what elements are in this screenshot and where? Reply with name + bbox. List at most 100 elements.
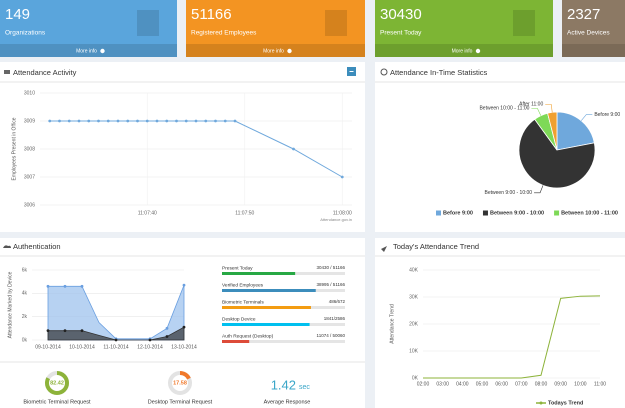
- data-point: [214, 119, 217, 123]
- slice-label: Between 9:00 - 10:00: [485, 190, 533, 196]
- data-point: [182, 283, 186, 287]
- progress-label: 486/672: [329, 299, 346, 304]
- legend-label: Between 10:00 - 11:00: [561, 210, 618, 216]
- cloud-icon: [3, 245, 11, 248]
- stat-footer: [0, 44, 177, 57]
- leader-line: [534, 185, 544, 194]
- data-point: [155, 119, 159, 123]
- area: [47, 285, 185, 341]
- progress-label: 1841/2586: [324, 316, 346, 321]
- data-point: [46, 329, 50, 333]
- data-point: [292, 147, 295, 151]
- progress-name: Auth Request (Desktop): [222, 333, 274, 339]
- x-tick-label: 11-10-2014: [103, 344, 128, 350]
- leader-line: [580, 114, 593, 121]
- y-axis-label: Attendance Trend: [389, 304, 395, 344]
- data-point: [223, 119, 227, 123]
- data-point: [233, 119, 237, 123]
- leader-line: [545, 104, 553, 113]
- pie-slice: [547, 111, 558, 151]
- x-tick-label: 09-10-2014: [35, 344, 61, 350]
- panel-title: Authentication: [13, 242, 61, 251]
- gauge-arc: [45, 371, 69, 395]
- legend-swatch: [436, 210, 441, 216]
- legend-label: Todays Trend: [548, 400, 583, 406]
- y-tick-label: 0K: [412, 375, 419, 381]
- data-point: [165, 335, 169, 338]
- y-tick-label: 3009: [24, 118, 35, 124]
- progress-name: Biometric Terminals: [222, 299, 264, 305]
- stat-value: 30430: [380, 6, 422, 23]
- data-point: [63, 284, 67, 288]
- y-tick-label: 2k: [22, 314, 28, 320]
- data-point: [182, 325, 186, 329]
- progress-bar: [222, 289, 316, 292]
- legend-dot: [539, 401, 543, 405]
- stat-value: 149: [5, 6, 30, 23]
- gauge-label: Desktop Terminal Request: [148, 399, 213, 405]
- progress-bar: [222, 306, 311, 309]
- progress-bar: [222, 272, 296, 275]
- panel: [0, 62, 365, 232]
- gauge-arc: [168, 371, 192, 395]
- y-tick-label: 40K: [409, 267, 419, 273]
- more-info-link[interactable]: More info: [452, 48, 473, 54]
- stat-footer: [562, 44, 625, 57]
- more-info-link[interactable]: More info: [76, 48, 97, 54]
- stat-value: 2327: [567, 6, 600, 23]
- more-info-icon: [475, 48, 481, 54]
- data-point: [126, 119, 130, 123]
- y-axis-label: Employees Present in Office: [11, 117, 17, 180]
- stat-icon: [137, 10, 159, 36]
- x-tick-label: 06:00: [495, 381, 508, 387]
- gauge-value: 17.58: [173, 380, 187, 386]
- stat-icon: [513, 10, 535, 36]
- data-point: [48, 119, 52, 123]
- x-tick-label: 04:00: [456, 381, 469, 387]
- response-unit: sec: [299, 384, 310, 391]
- stat-label: Present Today: [380, 30, 422, 37]
- stat-label: Registered Employees: [191, 30, 257, 37]
- stat-footer: [375, 44, 553, 57]
- data-point: [114, 338, 118, 342]
- stat-label: Active Devices: [567, 30, 610, 37]
- response-value: 1.42: [271, 377, 296, 392]
- stat-box: [562, 0, 625, 57]
- progress-name: Desktop Device: [222, 316, 256, 322]
- gauge-label: Biometric Terminal Request: [23, 399, 91, 405]
- data-point: [87, 119, 91, 123]
- data-line: [423, 295, 601, 379]
- x-tick-label: 11:08:00: [333, 210, 352, 216]
- x-tick-label: 05:00: [476, 381, 489, 387]
- stat-label: Organizations: [5, 30, 46, 37]
- data-point: [148, 338, 152, 342]
- panel-title: Today's Attendance Trend: [393, 242, 479, 251]
- progress-bar: [222, 340, 250, 343]
- leader-line: [531, 108, 542, 116]
- more-info-link[interactable]: More info: [263, 48, 284, 54]
- legend-swatch: [482, 210, 488, 216]
- data-point: [116, 119, 120, 123]
- stat-footer: [186, 44, 365, 57]
- data-point: [145, 119, 149, 123]
- panel-title: Attendance Activity: [13, 68, 77, 77]
- legend-label: Before 9:00: [443, 210, 473, 216]
- response-label: Average Response: [264, 399, 311, 405]
- x-tick-label: 09:00: [554, 381, 567, 387]
- data-point: [106, 119, 110, 123]
- progress-name: Present Today: [222, 265, 253, 271]
- clock-icon: [380, 68, 388, 76]
- data-point: [175, 119, 178, 123]
- x-tick-label: 11:07:50: [235, 210, 254, 216]
- y-tick-label: 3010: [24, 90, 35, 96]
- x-tick-label: 08:00: [535, 381, 548, 387]
- y-tick-label: 3007: [24, 174, 35, 180]
- data-point: [58, 119, 61, 123]
- progress-track: [222, 340, 345, 343]
- y-tick-label: 20K: [409, 321, 419, 327]
- legend-swatch: [554, 210, 560, 216]
- stat-icon: [325, 10, 347, 36]
- x-tick-label: 10-10-2014: [69, 344, 95, 350]
- progress-label: 38995 / 51166: [317, 282, 346, 287]
